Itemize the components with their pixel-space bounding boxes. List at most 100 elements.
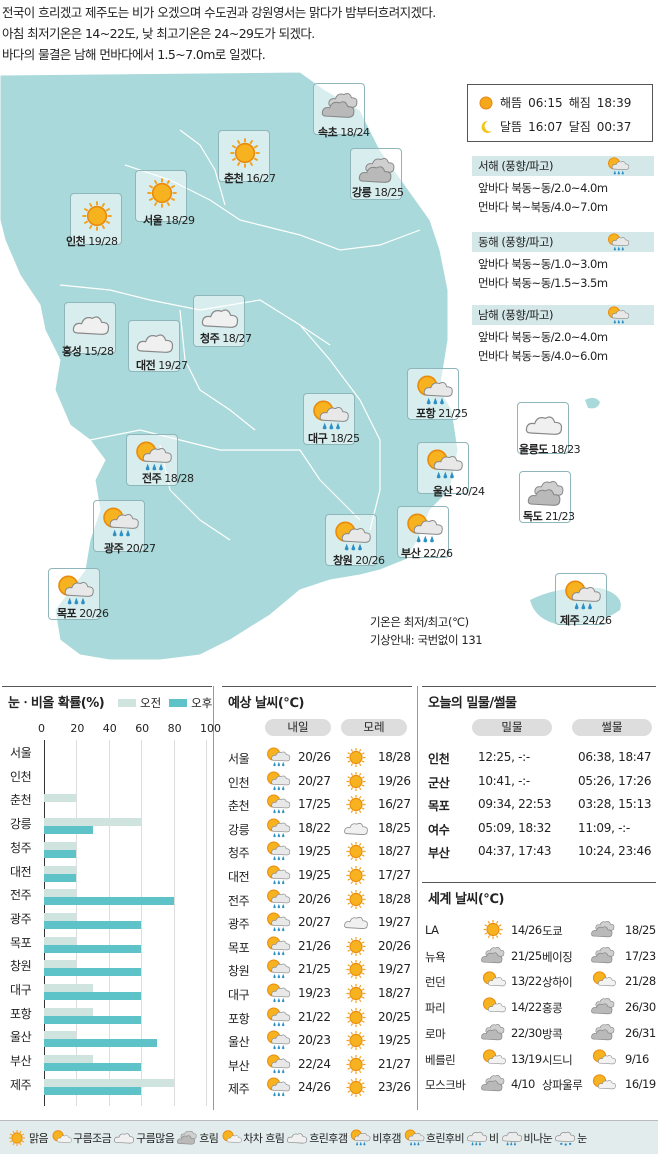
pm-bar bbox=[44, 1015, 142, 1024]
map-city-weather-box bbox=[135, 170, 187, 222]
partly-rain-icon bbox=[565, 580, 601, 610]
forecast-day2-temp: 18/27 bbox=[378, 844, 411, 859]
sunset-time: 18:39 bbox=[596, 95, 632, 110]
category-label: 포항 bbox=[10, 1006, 32, 1021]
map-city-weather-box bbox=[48, 568, 100, 620]
sunny-icon bbox=[346, 936, 366, 956]
am-bar bbox=[44, 1055, 93, 1064]
legend-item: 구름조금 bbox=[50, 1129, 112, 1147]
high-tide-times: 05:09, 18:32 bbox=[478, 820, 552, 835]
map-city-label: 전주 18/28 bbox=[142, 470, 194, 486]
sun-icon bbox=[479, 96, 493, 109]
city-name: 청주 bbox=[200, 332, 220, 345]
world-temp: 16/19 bbox=[625, 1077, 656, 1092]
tide-row: 목포 09:34, 22:53 03:28, 15:13 bbox=[428, 794, 654, 818]
forecast-city: 울산 bbox=[228, 1035, 250, 1050]
temp-unit-note: 기온은 최저/최고(℃) bbox=[370, 615, 469, 629]
partly-rain-icon bbox=[407, 513, 443, 543]
forecast-city: 창원 bbox=[228, 964, 250, 979]
grid-line bbox=[206, 740, 207, 1106]
world-row: LA 14/26 도쿄 18/25 bbox=[425, 918, 657, 944]
city-temp: 18/28 bbox=[164, 472, 194, 485]
world-temp: 18/25 bbox=[625, 923, 656, 937]
world-city: 홍콩 bbox=[542, 1001, 563, 1016]
map-city-weather-box bbox=[313, 83, 365, 135]
forecast-city: 춘천 bbox=[228, 799, 250, 814]
city-temp: 19/27 bbox=[158, 359, 188, 372]
map-city-weather-box bbox=[417, 442, 469, 494]
partly-cloudy-icon bbox=[482, 1048, 506, 1064]
legend-item: 눈 bbox=[554, 1129, 587, 1147]
cloudy-sky-icon bbox=[525, 416, 563, 435]
legend-label: 흐림 bbox=[199, 1131, 219, 1145]
map-city-label: 홍성 15/28 bbox=[62, 343, 114, 359]
partly-rain-icon bbox=[417, 375, 453, 405]
forecast-day1-temp: 20/27 bbox=[298, 915, 331, 930]
high-tide-times: 09:34, 22:53 bbox=[478, 797, 552, 811]
sunny-icon bbox=[346, 1078, 366, 1098]
city-temp: 18/25 bbox=[374, 186, 404, 199]
city-name: 홍성 bbox=[62, 345, 82, 358]
moonrise-label: 달뜸 bbox=[500, 120, 523, 134]
map-city-label: 포항 21/25 bbox=[416, 405, 468, 421]
forecast-row: 제주 24/26 23/26 bbox=[228, 1077, 418, 1100]
legend-label: 구름조금 bbox=[73, 1131, 112, 1145]
partly-rain-icon bbox=[608, 157, 630, 175]
precip-title: 눈ㆍ비올 확률(%) bbox=[8, 696, 105, 711]
sun-row: 해뜸 06:15 해짐 18:39 bbox=[478, 94, 631, 111]
map-city-weather-box bbox=[126, 434, 178, 486]
world-temp: 13/19 bbox=[511, 1051, 542, 1066]
city-temp: 18/24 bbox=[340, 126, 370, 139]
x-tick-label: 60 bbox=[135, 722, 150, 735]
forecast-day1-temp: 21/25 bbox=[298, 962, 331, 977]
forecast-title: 예상 날씨(℃) bbox=[228, 696, 305, 711]
city-temp: 24/26 bbox=[582, 614, 612, 627]
city-name: 인천 bbox=[66, 235, 86, 248]
high-tide-times: 12:25, -:- bbox=[478, 750, 530, 764]
forecast-row: 전주 20/26 18/28 bbox=[228, 889, 418, 912]
category-label: 창원 bbox=[10, 959, 32, 974]
legend-item: 구름많음 bbox=[113, 1129, 175, 1147]
world-city: 베를린 bbox=[425, 1052, 456, 1067]
forecast-row: 서울 20/26 18/28 bbox=[228, 747, 418, 770]
partly-rain-icon bbox=[267, 865, 291, 885]
map-city-weather-box bbox=[218, 130, 270, 182]
legend-label: 맑음 bbox=[29, 1131, 49, 1145]
partly-cloudy-icon bbox=[592, 1048, 616, 1064]
low-tide-times: 10:24, 23:46 bbox=[578, 844, 652, 858]
category-label: 광주 bbox=[10, 911, 32, 926]
rain-cloud-icon bbox=[606, 157, 630, 182]
category-label: 대구 bbox=[10, 983, 32, 997]
forecast-day1-temp: 20/26 bbox=[298, 891, 331, 906]
partly-rain-icon bbox=[267, 841, 291, 861]
tide-row: 인천 12:25, -:- 06:38, 18:47 bbox=[428, 747, 654, 771]
divider bbox=[417, 686, 418, 1110]
am-swatch bbox=[118, 699, 136, 707]
partly-cloudy-icon bbox=[482, 971, 506, 987]
forecast-city: 인천 bbox=[228, 775, 250, 790]
tide-row: 부산 04:37, 17:43 10:24, 23:46 bbox=[428, 841, 654, 865]
partly-cloudy-icon bbox=[222, 1129, 243, 1143]
map-city-weather-box bbox=[517, 402, 569, 454]
moonset-label: 달짐 bbox=[568, 120, 591, 134]
tide-row: 군산 10:41, -:- 05:26, 17:26 bbox=[428, 771, 654, 795]
legend-label: 눈 bbox=[577, 1131, 587, 1145]
sunny-icon bbox=[346, 960, 366, 980]
partly-rain-icon bbox=[608, 233, 630, 251]
pm-bar bbox=[44, 920, 142, 929]
cloudy-icon bbox=[481, 1023, 505, 1041]
map-notes: 기온은 최저/최고(℃) 기상안내: 국번없이 131 bbox=[370, 613, 483, 649]
sunny-icon bbox=[346, 983, 366, 1004]
divider bbox=[2, 686, 212, 687]
sunrise-label: 해뜸 bbox=[500, 96, 523, 110]
sea-east-front: 앞바다 북동~동/1.0~3.0m bbox=[478, 257, 608, 271]
high-tide-times: 10:41, -:- bbox=[478, 773, 530, 788]
map-city-label: 제주 24/26 bbox=[560, 612, 612, 628]
low-tide-times: 05:26, 17:26 bbox=[578, 773, 652, 788]
cloudy-icon bbox=[177, 1130, 197, 1145]
world-city: 상파울루 bbox=[542, 1078, 583, 1093]
partly-rain-icon bbox=[427, 449, 463, 479]
world-row: 뉴욕 21/25 베이징 17/23 bbox=[425, 944, 657, 970]
sunrise-time: 06:15 bbox=[528, 95, 563, 110]
rain-cloud-icon bbox=[606, 306, 630, 331]
